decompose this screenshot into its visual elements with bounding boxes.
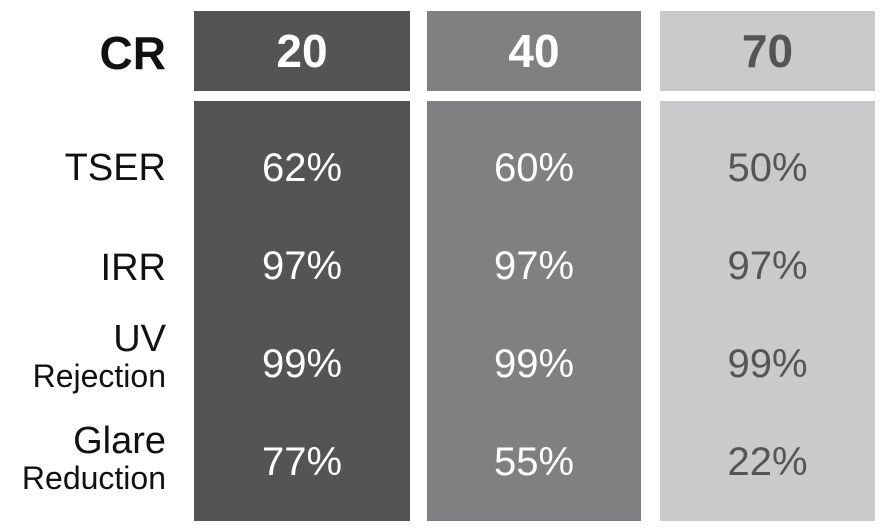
cell-tser: 50% — [727, 146, 808, 190]
cell-uv-rejection: 99% — [261, 342, 343, 386]
row-label-glare-reduction: Glare Reduction — [22, 420, 166, 496]
cell-glare-reduction: 22% — [727, 440, 808, 484]
cr-header-label: CR — [99, 27, 166, 79]
row-label-tser-text: TSER — [64, 147, 166, 189]
cell-irr: 97% — [727, 244, 808, 288]
cell-tser: 62% — [261, 146, 343, 190]
row-label-uv-rejection: UV Rejection — [33, 318, 166, 394]
row-label-glare-line2: Reduction — [21, 460, 166, 496]
cell-uv-rejection: 99% — [727, 342, 808, 386]
column-header-cr-40: 40 — [427, 11, 641, 91]
row-label-tser: TSER — [65, 140, 166, 196]
row-label-irr-text: IRR — [100, 247, 166, 289]
column-body-cr-40: 60% 97% 99% 55% — [427, 101, 641, 521]
column-header-cr-20: 20 — [194, 11, 410, 91]
column-cr-70: 70 50% 97% 99% 22% — [660, 0, 875, 528]
column-header-cr-70: 70 — [660, 11, 875, 91]
row-label-uv-line2: Rejection — [32, 358, 166, 394]
column-cr-40: 40 60% 97% 99% 55% — [427, 0, 641, 528]
row-label-uv-line1: UV — [113, 318, 166, 360]
column-body-cr-70: 50% 97% 99% 22% — [660, 101, 875, 521]
cell-irr: 97% — [261, 244, 343, 288]
cell-glare-reduction: 77% — [261, 440, 343, 484]
cell-irr: 97% — [493, 244, 575, 288]
cell-tser: 60% — [493, 146, 575, 190]
column-body-cr-20: 62% 97% 99% 77% — [194, 101, 410, 521]
row-label-irr: IRR — [101, 240, 166, 296]
cell-uv-rejection: 99% — [493, 342, 575, 386]
cell-glare-reduction: 55% — [493, 440, 575, 484]
column-cr-20: 20 62% 97% 99% 77% — [194, 0, 410, 528]
row-label-glare-line1: Glare — [73, 420, 166, 462]
